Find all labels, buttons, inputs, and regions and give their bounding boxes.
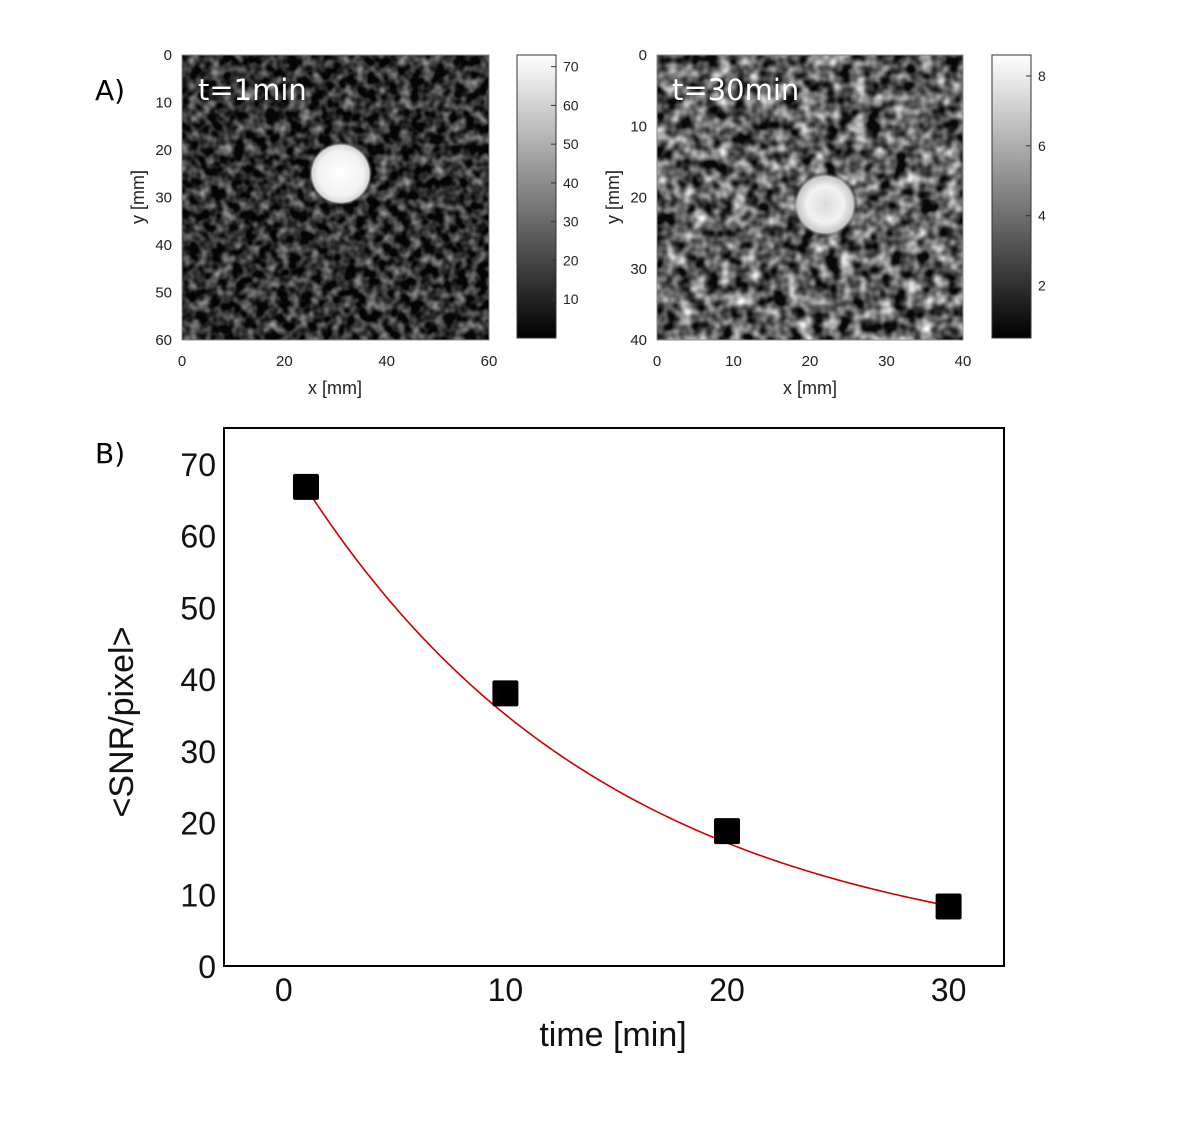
heatmap-t1-ticks: 0 20 40 60 0 10 20 30 40 50 60 [155,47,497,370]
colorbar-t30: 2 4 6 8 [991,54,1046,339]
snr-plot-y-tick-label: 70 [180,447,216,483]
heatmap-t30: t=30min 0 10 20 30 40 0 10 20 30 40 x [mm] y [mm] [603,47,971,398]
heatmap-t30-x-tick-label: 0 [653,353,661,370]
heatmap-t1: t=1min 0 20 40 60 0 10 20 30 40 50 60 x [mm] y [mm… [128,47,497,398]
snr-plot-x-tick-label: 30 [931,972,967,1008]
colorbar-t30-gradient [991,54,1032,339]
snr-plot-y-tick-label: 30 [180,734,216,770]
heatmap-t30-x-tick-label: 10 [725,353,742,370]
heatmap-t30-y-tick-label: 0 [639,47,647,64]
heatmap-t1-y-tick-label: 30 [155,190,172,207]
colorbar-t1-tick-label: 60 [563,97,579,113]
heatmap-t1-y-label: y [mm] [128,170,148,224]
heatmap-t1-x-tick-label: 0 [178,353,186,370]
heatmap-t1-y-tick-label: 50 [155,285,172,302]
snr-plot-y-tick-label: 60 [180,519,216,555]
snr-plot: 0 10 20 30 0 10 20 30 40 50 60 70 time [min] <SNR/p… [103,427,1005,1054]
heatmap-t1-spot [308,141,373,207]
heatmap-t30-time-label: t=30min [672,73,799,107]
heatmap-t30-x-tick-label: 20 [802,353,819,370]
colorbar-t30-tick-label: 4 [1038,208,1046,224]
snr-plot-y-tick-label: 10 [180,877,216,913]
heatmap-t1-frame [181,54,490,341]
heatmap-t1-x-tick-label: 60 [481,353,498,370]
colorbar-t1-tick-label: 70 [563,59,579,75]
heatmap-t30-frame [656,54,964,341]
colorbar-t30-tick-label: 2 [1038,278,1046,294]
colorbar-t1-gradient [516,54,557,339]
colorbar-t30-tick-label: 6 [1038,138,1046,154]
heatmap-t30-y-tick-label: 40 [630,332,647,349]
heatmap-t30-y-label: y [mm] [603,170,623,224]
snr-plot-y-tick-label: 20 [180,806,216,842]
snr-plot-y-tick-label: 0 [198,949,216,985]
panel-b-label: B) [95,437,125,470]
colorbar-t30-tick-label: 8 [1038,68,1046,84]
colorbar-t1-tick-label: 50 [563,136,579,152]
heatmap-t1-x-tick-label: 20 [276,353,293,370]
colorbar-t1-tick-label: 10 [563,291,579,307]
snr-plot-ticks: 0 10 20 30 0 10 20 30 40 50 60 70 [180,447,966,1008]
heatmap-t30-spot [792,171,859,238]
snr-plot-x-tick-label: 0 [275,972,293,1008]
snr-plot-x-tick-label: 10 [488,972,524,1008]
heatmap-t1-y-tick-label: 10 [155,95,172,112]
heatmap-t30-x-tick-label: 30 [878,353,895,370]
snr-plot-y-label: <SNR/pixel> [103,627,141,818]
snr-plot-x-label: time [min] [539,1016,686,1054]
panel-a-label: A) [95,74,125,107]
heatmap-t1-x-tick-label: 40 [378,353,395,370]
heatmap-t30-ticks: 0 10 20 30 40 0 10 20 30 40 [630,47,971,370]
snr-marker [935,893,962,920]
heatmap-t30-x-tick-label: 40 [955,353,972,370]
colorbar-t1: 10 20 30 40 50 60 70 [516,54,579,339]
fit-curve [305,487,949,907]
snr-plot-y-tick-label: 40 [180,662,216,698]
snr-marker [714,818,741,845]
snr-marker [492,680,519,707]
heatmap-t30-y-tick-label: 20 [630,190,647,207]
heatmap-t1-y-tick-label: 20 [155,142,172,159]
heatmap-t1-y-tick-label: 0 [164,47,172,64]
heatmap-t1-time-label: t=1min [198,73,307,107]
colorbar-t30-ticks: 2 4 6 8 [1026,68,1046,294]
heatmap-t30-y-tick-label: 10 [630,118,647,135]
heatmap-t1-y-tick-label: 40 [155,237,172,254]
heatmap-t1-y-tick-label: 60 [155,332,172,349]
colorbar-t1-tick-label: 40 [563,175,579,191]
snr-plot-y-tick-label: 50 [180,590,216,626]
colorbar-t1-tick-label: 30 [563,214,579,230]
snr-plot-frame [223,427,1005,967]
colorbar-t1-ticks: 10 20 30 40 50 60 70 [551,59,579,307]
snr-markers [292,473,962,920]
heatmap-t1-x-label: x [mm] [308,378,362,398]
snr-marker [292,473,319,500]
heatmap-t30-y-tick-label: 30 [630,261,647,278]
heatmap-t30-x-label: x [mm] [783,378,837,398]
snr-plot-x-tick-label: 20 [709,972,745,1008]
colorbar-t1-tick-label: 20 [563,252,579,268]
